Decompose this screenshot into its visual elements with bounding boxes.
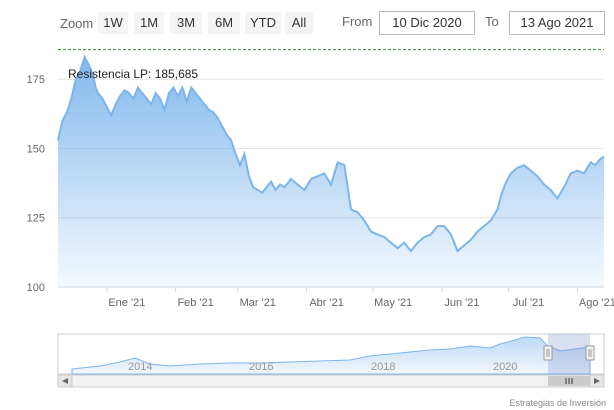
x-axis: Ene '21 Feb '21 Mar '21 Abr '21 May '21 Jun '… xyxy=(106,287,614,309)
zoom-1m-button[interactable]: 1M xyxy=(134,12,164,34)
navigator-label-2020: 2020 xyxy=(493,361,517,373)
x-tick-label: Feb '21 xyxy=(177,297,213,309)
range-selector-toolbar: Zoom 1W 1M 3M 6M YTD All From 10 Dic 202… xyxy=(0,0,614,46)
to-label: To xyxy=(485,14,499,29)
x-tick-label: Ene '21 xyxy=(108,297,145,309)
navigator-label-2016: 2016 xyxy=(249,361,273,373)
x-tick-label: Jun '21 xyxy=(444,297,479,309)
to-date-input[interactable]: 13 Ago 2021 xyxy=(509,11,605,35)
y-axis: 100 125 150 175 xyxy=(27,74,45,294)
navigator-label-2014: 2014 xyxy=(128,361,152,373)
x-tick-label: Abr '21 xyxy=(309,297,344,309)
y-tick-label: 150 xyxy=(27,143,45,155)
arrow-right-icon xyxy=(594,378,600,384)
x-tick-label: May '21 xyxy=(374,297,412,309)
from-label: From xyxy=(342,14,373,29)
resistance-label: Resistencia LP: 185,685 xyxy=(68,67,198,81)
navigator-handle-right[interactable] xyxy=(585,345,595,361)
y-tick-label: 125 xyxy=(27,213,45,225)
navigator-series xyxy=(71,336,591,375)
zoom-label: Zoom xyxy=(60,16,94,31)
scrollbar[interactable] xyxy=(57,374,605,388)
x-tick-label: Jul '21 xyxy=(513,297,544,309)
zoom-ytd-button[interactable]: YTD xyxy=(245,12,281,34)
zoom-all-button[interactable]: All xyxy=(285,12,313,34)
y-tick-label: 100 xyxy=(27,282,45,294)
navigator: 2014 2016 2018 2020 xyxy=(57,333,605,375)
from-date-input[interactable]: 10 Dic 2020 xyxy=(379,11,475,35)
zoom-6m-button[interactable]: 6M xyxy=(208,12,240,34)
x-tick-label: Mar '21 xyxy=(240,297,276,309)
scrollbar-track[interactable] xyxy=(57,374,605,388)
series-area xyxy=(58,57,604,287)
navigator-label-2018: 2018 xyxy=(371,361,395,373)
zoom-1w-button[interactable]: 1W xyxy=(98,12,128,34)
series-line xyxy=(57,54,605,253)
navigator-handle-left[interactable] xyxy=(543,345,553,361)
x-tick-label: Ago '21 xyxy=(579,297,614,309)
zoom-3m-button[interactable]: 3M xyxy=(170,12,202,34)
navigator-mask[interactable] xyxy=(548,334,590,374)
arrow-left-icon xyxy=(62,378,68,384)
credits-label: Estrategias de Inversión xyxy=(509,398,606,408)
y-tick-label: 175 xyxy=(27,74,45,86)
